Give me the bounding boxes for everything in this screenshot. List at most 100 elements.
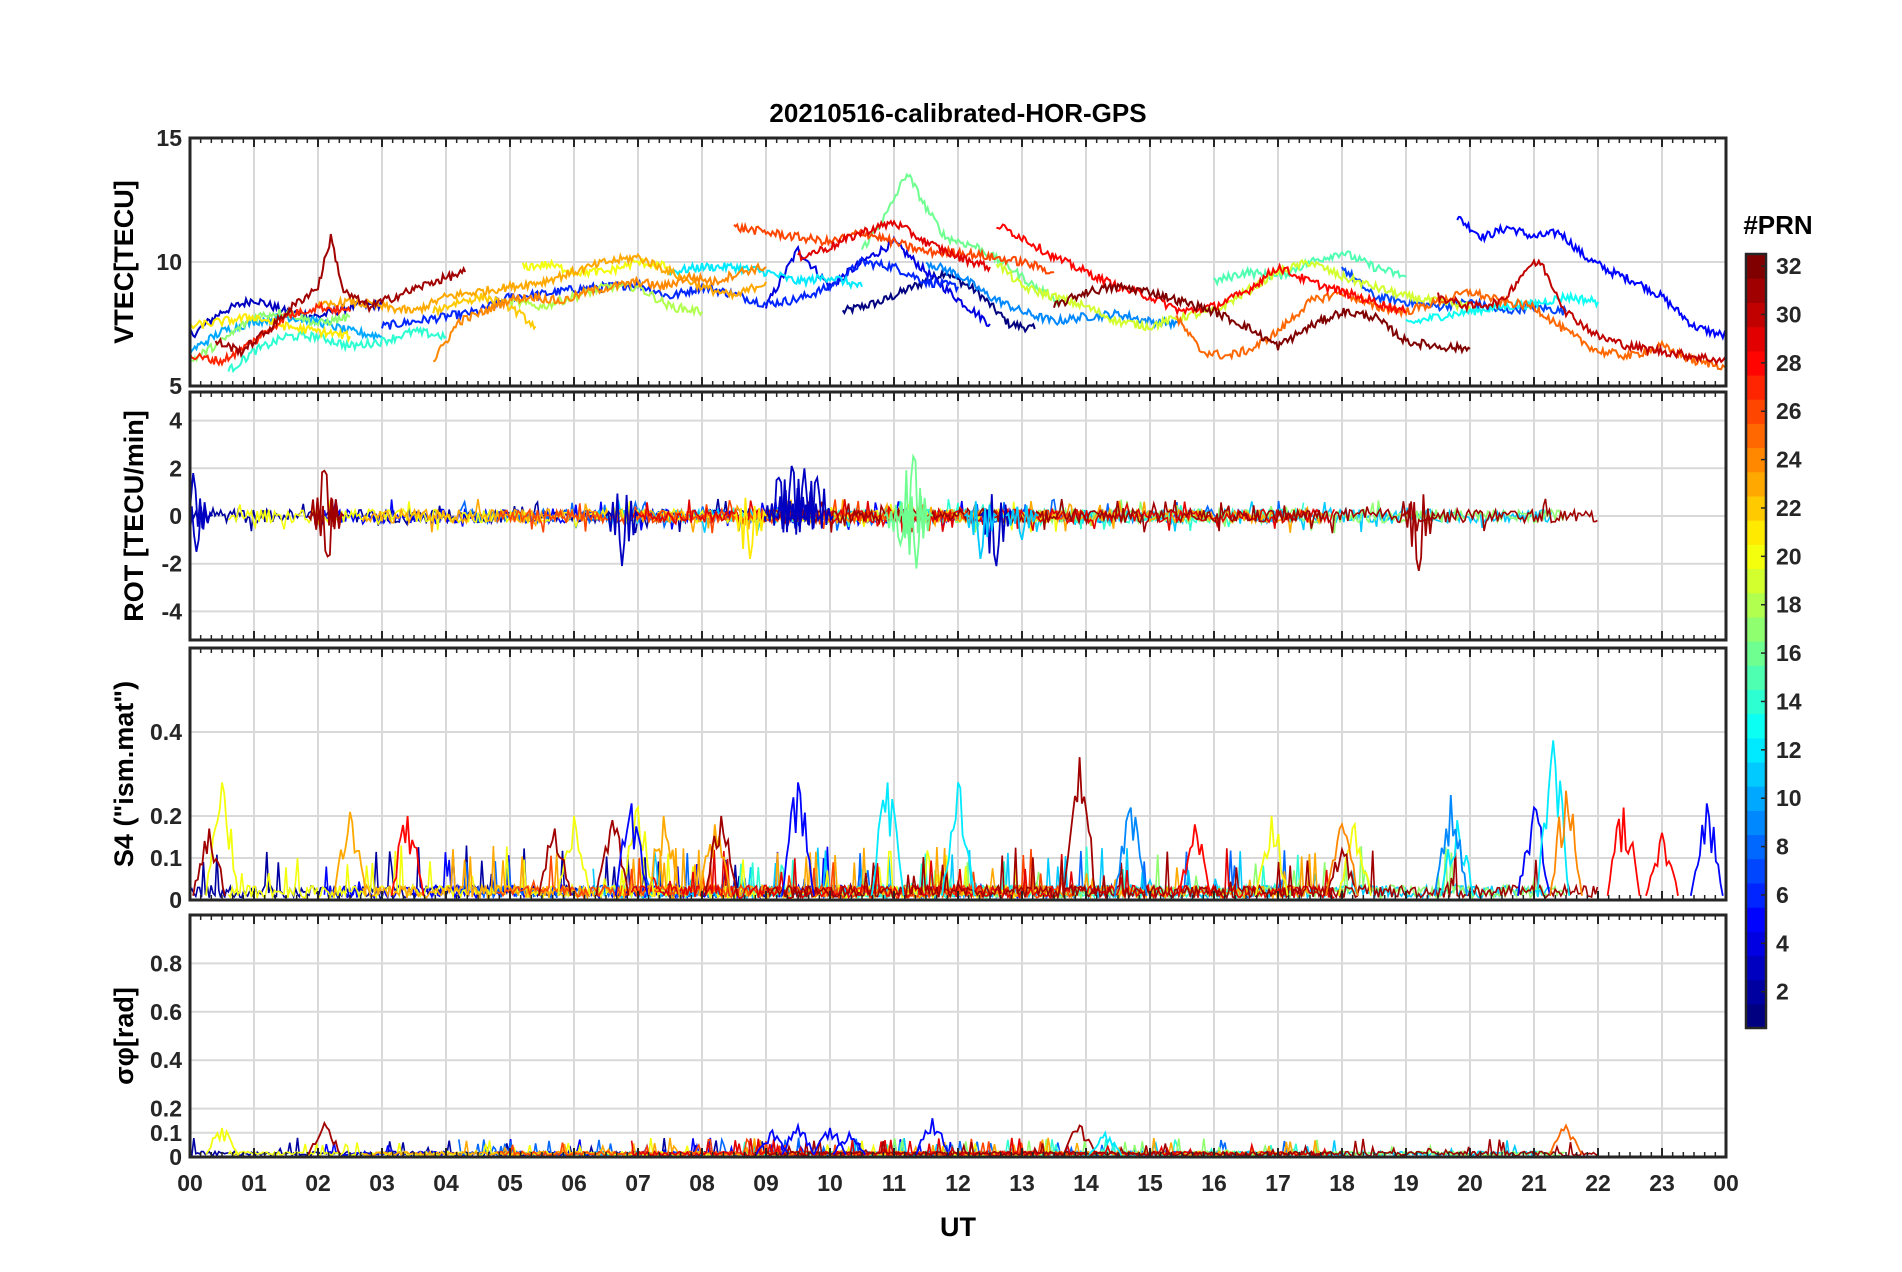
y-tick-label: 0.1 [150, 1120, 182, 1146]
sigma_phi-spike [755, 1128, 790, 1156]
x-tick-label: 20 [1457, 1170, 1483, 1196]
colorbar-frame [1744, 252, 1768, 1030]
y-tick-label: 0.1 [150, 845, 182, 871]
rot-spike [1402, 494, 1436, 571]
x-axis-label: UT [940, 1212, 976, 1242]
y-tick-label: -4 [162, 598, 183, 624]
colorbar-title: #PRN [1743, 210, 1812, 240]
x-tick-label: 00 [177, 1170, 203, 1196]
colorbar-swatch [1746, 689, 1766, 715]
colorbar-swatch [1746, 374, 1766, 400]
colorbar-tick-label: 20 [1776, 543, 1802, 569]
x-tick-label: 12 [945, 1170, 971, 1196]
s4-spike [1440, 820, 1475, 896]
colorbar-tick-label: 22 [1776, 495, 1802, 521]
y-tick-label: 0.2 [150, 1096, 182, 1122]
colorbar-swatch [1746, 423, 1766, 449]
colorbar-swatch [1746, 447, 1766, 473]
colorbar-swatch [1746, 302, 1766, 328]
s4-noise-trace [630, 848, 1335, 900]
colorbar-swatch [1746, 907, 1766, 932]
s4-spike [390, 815, 425, 896]
colorbar-tick-label: 2 [1776, 979, 1789, 1005]
colorbar-tick-label: 18 [1776, 592, 1802, 618]
vtec-series-line [797, 219, 991, 273]
colorbar-tick-label: 8 [1776, 834, 1789, 860]
sigma_phi-spike [205, 1127, 239, 1156]
rot-spike [733, 497, 767, 560]
x-tick-label: 19 [1393, 1170, 1419, 1196]
x-tick-label: 00 [1713, 1170, 1739, 1196]
colorbar-swatches [1746, 254, 1766, 1029]
colorbar-swatch [1746, 931, 1766, 957]
colorbar-tick-label: 16 [1776, 640, 1802, 666]
colorbar-swatch [1746, 471, 1766, 497]
y-tick-label: 15 [156, 125, 182, 151]
vtec-series-line [1456, 215, 1726, 341]
vtec-series-line [432, 262, 767, 363]
x-tick-label: 06 [561, 1170, 587, 1196]
colorbar-swatch [1746, 520, 1766, 545]
x-tick-label: 10 [817, 1170, 843, 1196]
colorbar-swatch [1746, 713, 1766, 739]
colorbar-tick-label: 26 [1776, 398, 1802, 424]
vtec-series-line [1053, 281, 1471, 355]
x-tick-label: 23 [1649, 1170, 1675, 1196]
s4-spike [1062, 757, 1097, 896]
y-tick-label: 0.6 [150, 999, 182, 1025]
vtec-series-line [669, 260, 863, 290]
y-tick-label: 0 [169, 1144, 182, 1170]
s4-spike [1254, 815, 1289, 896]
x-tick-label: 02 [305, 1170, 331, 1196]
y-tick-label: 0.2 [150, 803, 182, 829]
s4-spike [870, 782, 905, 896]
panel-s4-y-ticks: 0 0.1 0.2 0.4 [150, 719, 182, 913]
colorbar-swatch [1746, 834, 1766, 860]
panel-rot: -4 -2 0 2 4 ROT [TECU/min] [119, 390, 1728, 642]
s4-spike [192, 828, 227, 897]
colorbar-tick-label: 4 [1776, 930, 1789, 956]
x-tick-label: 22 [1585, 1170, 1611, 1196]
s4-spike [1433, 794, 1468, 896]
sigma_phi-spike [915, 1118, 950, 1155]
x-tick-label: 11 [882, 1170, 907, 1196]
vtec-series-line [227, 325, 447, 374]
s4-spike [333, 811, 367, 896]
panel-rot-frame [188, 390, 1728, 642]
rot-spike [800, 474, 834, 530]
colorbar-swatch [1746, 979, 1766, 1005]
vtec-series-line [1405, 290, 1599, 325]
s4-spike [537, 828, 572, 896]
x-tick-label: 03 [369, 1170, 395, 1196]
s4-spike [1606, 807, 1641, 896]
x-tick-label: 09 [753, 1170, 779, 1196]
colorbar-swatch [1746, 810, 1766, 836]
panel-vtec-series [190, 172, 1726, 374]
vtec-series-line [509, 280, 703, 318]
panel-vtec-ylabel: VTEC[TECU] [109, 180, 139, 344]
rot-spike [190, 506, 214, 552]
panel-s4: 0 0.1 0.2 0.4 S4 ("ism.mat") [109, 646, 1728, 913]
sigma_phi-spike [1062, 1124, 1097, 1155]
rot-spike [605, 493, 639, 567]
colorbar-swatch [1746, 955, 1766, 981]
y-tick-label: 0.8 [150, 950, 182, 976]
sigma_phi-spike [813, 1127, 847, 1156]
s4-spike [1177, 824, 1212, 897]
rot-noise-trace [631, 499, 1336, 533]
colorbar-swatch [1746, 254, 1766, 279]
y-tick-label: -2 [162, 551, 182, 577]
s4-spike [1549, 790, 1583, 896]
x-tick-label: 08 [689, 1170, 715, 1196]
x-tick-label: 14 [1073, 1170, 1099, 1196]
colorbar-swatch [1746, 665, 1766, 690]
panel-vtec-y-ticks: 5 10 15 [156, 125, 182, 399]
y-tick-label: 4 [169, 408, 182, 434]
x-tick-label: 18 [1329, 1170, 1355, 1196]
y-tick-label: 0 [169, 887, 182, 913]
chart-title: 20210516-calibrated-HOR-GPS [769, 98, 1146, 128]
colorbar-tick-label: 14 [1776, 688, 1802, 714]
colorbar-swatch [1746, 616, 1766, 642]
s4-spike [205, 782, 239, 896]
colorbar-tick-label: 24 [1776, 447, 1802, 473]
